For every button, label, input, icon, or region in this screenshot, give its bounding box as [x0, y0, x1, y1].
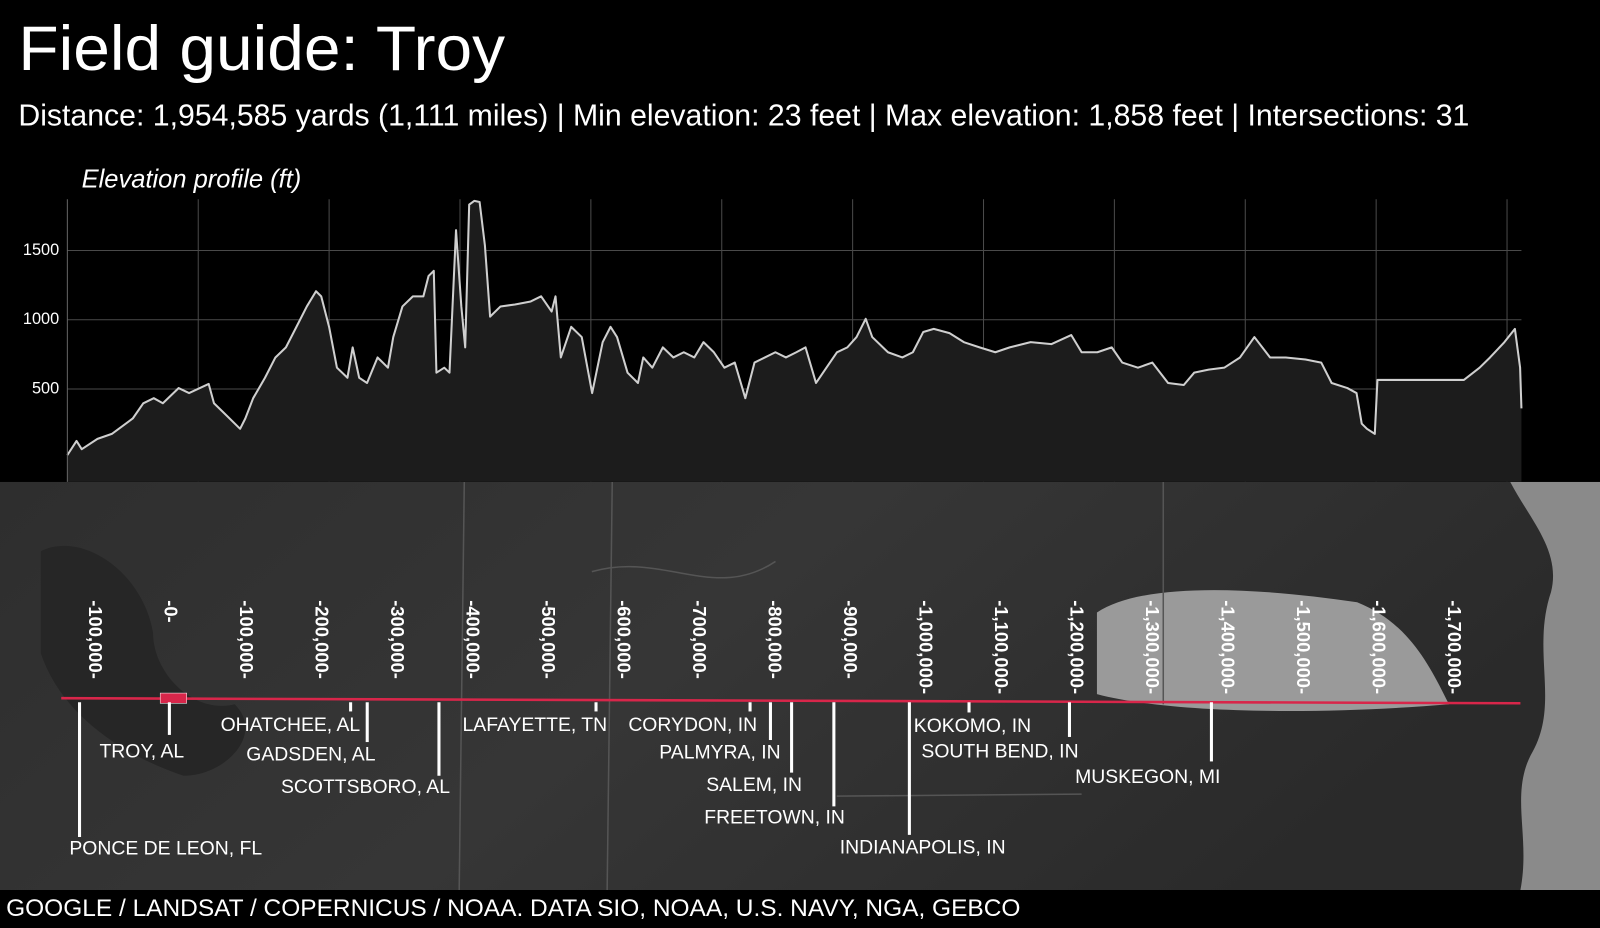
- subtitle: Distance: 1,954,585 yards (1,111 miles) …: [18, 99, 1469, 133]
- place-label: LAFAYETTE, TN: [463, 714, 608, 736]
- credit-bar: [0, 890, 1600, 928]
- map-tick-label: -300,000-: [387, 600, 408, 679]
- chart: 500 1000 1500: [23, 199, 1523, 482]
- map-tick-label: -800,000-: [765, 600, 786, 679]
- route-line: [61, 696, 1521, 705]
- y-tick-label: 500: [32, 379, 59, 397]
- bay: [40, 545, 246, 776]
- places: PONCE DE LEON, FL TROY, AL OHATCHEE, AL GAD…: [69, 702, 1220, 859]
- place-label: OHATCHEE, AL: [221, 714, 361, 736]
- lake: [1096, 590, 1449, 712]
- boundaries: [458, 481, 1165, 891]
- land-shade: [1510, 481, 1600, 891]
- map-tick-label: -1,400,000-: [1218, 600, 1239, 694]
- place-label: MUSKEGON, MI: [1075, 766, 1220, 788]
- title: Field guide: Troy: [18, 14, 505, 84]
- map-tick-label: -1,500,000-: [1293, 600, 1314, 694]
- credit: GOOGLE / LANDSAT / COPERNICUS / NOAA. DA…: [6, 895, 1020, 922]
- place-label: SOUTH BEND, IN: [921, 740, 1078, 762]
- map-tick-label: -900,000-: [840, 600, 861, 679]
- place-label: INDIANAPOLIS, IN: [840, 836, 1006, 858]
- place-label: KOKOMO, IN: [914, 715, 1031, 737]
- map-tick-label: -1,100,000-: [991, 600, 1012, 694]
- map-tick-label: -0-: [161, 600, 182, 622]
- map-tick-label: -1,300,000-: [1142, 600, 1163, 694]
- place-label: PALMYRA, IN: [659, 741, 780, 763]
- map-ticks: -100,000- -0- -100,000- -200,000- -300,000- -…: [85, 600, 1465, 694]
- map-tick-label: -400,000-: [463, 600, 484, 679]
- map-tick-label: -600,000-: [614, 600, 635, 679]
- map-tick-label: -500,000-: [538, 600, 559, 679]
- place-label: TROY, AL: [99, 740, 184, 762]
- map-tick-label: -1,700,000-: [1444, 600, 1465, 694]
- y-tick-label: 1000: [23, 310, 59, 328]
- map-tick-label: -100,000-: [85, 600, 106, 679]
- elevation-line: [66, 199, 1523, 456]
- place-label: FREETOWN, IN: [704, 807, 845, 829]
- start-marker: [159, 692, 187, 704]
- place-label: SALEM, IN: [706, 774, 802, 796]
- map: -100,000- -0- -100,000- -200,000- -300,000- -…: [0, 481, 1600, 891]
- map-tick-label: -100,000-: [236, 600, 257, 679]
- place-label: PONCE DE LEON, FL: [69, 837, 262, 859]
- place-label: SCOTTSBORO, AL: [281, 776, 450, 798]
- map-tick-label: -200,000-: [312, 600, 333, 679]
- chart-title: Elevation profile (ft): [82, 166, 302, 194]
- elevation-area: [67, 200, 1522, 482]
- map-tick-label: -700,000-: [689, 600, 710, 679]
- place-label: GADSDEN, AL: [246, 743, 375, 765]
- place-label: CORYDON, IN: [628, 714, 757, 736]
- map-tick-label: -1,000,000-: [916, 600, 937, 694]
- y-tick-label: 1500: [23, 241, 59, 259]
- map-tick-label: -1,200,000-: [1067, 600, 1088, 694]
- map-tick-label: -1,600,000-: [1369, 600, 1390, 694]
